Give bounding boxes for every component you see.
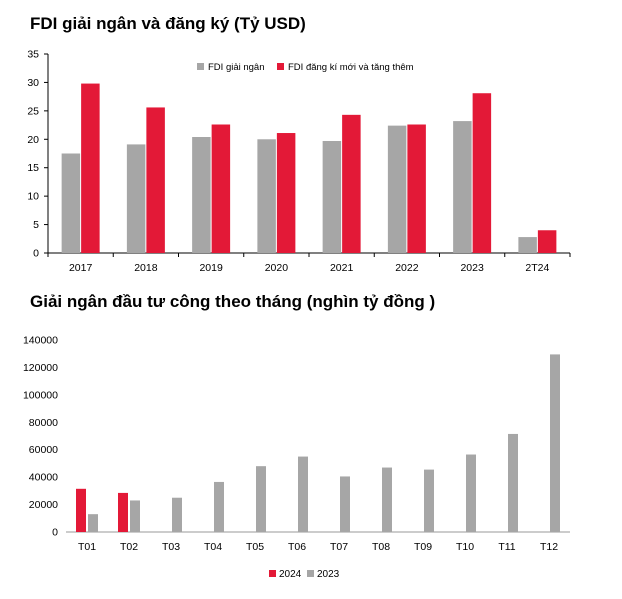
bar-registered-2019 (211, 124, 231, 253)
y-tick-label: 60000 (29, 444, 58, 456)
x-tick-label: T08 (372, 541, 390, 553)
chart1-title: FDI giải ngân và đăng ký (Tỷ USD) (30, 14, 306, 33)
bar-disbursed-2023 (453, 121, 472, 253)
x-tick-label: T10 (456, 541, 474, 553)
bar-disbursed-2017 (61, 153, 81, 253)
y-tick-label: 5 (33, 219, 39, 231)
y-tick-label: 40000 (29, 472, 58, 484)
x-tick-label: 2017 (69, 262, 93, 274)
bar-disbursed-2020 (257, 139, 276, 253)
legend-swatch (307, 570, 314, 577)
chart2-title: Giải ngân đầu tư công theo tháng (nghìn … (30, 292, 436, 311)
legend-label: 2024 (279, 569, 302, 580)
bar-disbursed-2022 (387, 125, 407, 253)
x-tick-label: T06 (288, 541, 306, 553)
y-tick-label: 10 (27, 191, 39, 203)
y-tick-label: 35 (27, 49, 39, 61)
x-tick-label: T11 (498, 541, 515, 553)
y-tick-label: 0 (33, 248, 39, 260)
bar-disbursed-2021 (322, 140, 342, 253)
legend-swatch (277, 63, 284, 70)
x-tick-label: T09 (414, 541, 432, 553)
bar-disbursed-2T24 (518, 237, 537, 253)
bar-disbursed-2019 (192, 137, 211, 253)
y-tick-label: 0 (52, 527, 58, 539)
bar-registered-2018 (146, 107, 165, 254)
bar-2023-T02 (130, 500, 140, 532)
x-tick-label: T04 (204, 541, 222, 553)
y-tick-label: 25 (27, 105, 39, 117)
bar-2023-T03 (172, 497, 182, 532)
bar-registered-2017 (81, 83, 100, 254)
bar-2024-T01 (76, 488, 86, 532)
x-tick-label: T01 (78, 541, 96, 553)
x-tick-label: 2021 (330, 262, 354, 274)
bar-2023-T06 (298, 456, 308, 532)
bar-registered-2020 (276, 133, 296, 253)
bar-2023-T07 (340, 476, 350, 532)
bar-registered-2T24 (537, 230, 557, 253)
bar-2023-T11 (508, 433, 518, 532)
y-tick-label: 140000 (23, 335, 58, 347)
legend-label: 2023 (317, 569, 340, 580)
x-tick-label: T12 (540, 541, 558, 553)
bar-registered-2023 (472, 93, 492, 253)
x-tick-label: 2020 (265, 262, 289, 274)
x-tick-label: 2022 (395, 262, 419, 274)
y-tick-label: 120000 (23, 362, 58, 374)
legend-label: FDI đăng kí mới và tăng thêm (288, 62, 414, 73)
x-tick-label: 2019 (199, 262, 223, 274)
bar-2023-T09 (424, 469, 434, 532)
x-tick-label: 2018 (134, 262, 158, 274)
y-tick-label: 20000 (29, 499, 58, 511)
legend-label: FDI giải ngân (208, 62, 265, 73)
legend-swatch (197, 63, 204, 70)
bar-2023-T05 (256, 466, 266, 532)
bar-2023-T08 (382, 467, 392, 532)
bar-registered-2021 (342, 114, 361, 253)
bar-2023-T12 (550, 354, 560, 532)
bar-2024-T02 (118, 492, 128, 532)
bar-2023-T01 (88, 514, 98, 532)
y-tick-label: 100000 (23, 389, 58, 401)
x-tick-label: 2T24 (525, 262, 549, 274)
x-tick-label: T03 (162, 541, 180, 553)
y-tick-label: 80000 (29, 417, 58, 429)
fdi-chart: 0 5 10 15 20 25 30 35 2017 2018 2019 2020 2021 2022 20… (27, 49, 571, 274)
bar-disbursed-2018 (126, 144, 146, 253)
x-tick-label: T07 (330, 541, 348, 553)
legend-swatch (269, 570, 276, 577)
bar-2023-T04 (214, 481, 224, 532)
bar-2023-T10 (466, 454, 476, 532)
x-tick-label: T02 (120, 541, 138, 553)
x-tick-label: T05 (246, 541, 264, 553)
y-tick-label: 30 (27, 77, 39, 89)
y-tick-label: 15 (27, 162, 39, 174)
y-tick-label: 20 (27, 134, 39, 146)
bar-registered-2022 (407, 124, 426, 253)
x-tick-label: 2023 (460, 262, 484, 274)
